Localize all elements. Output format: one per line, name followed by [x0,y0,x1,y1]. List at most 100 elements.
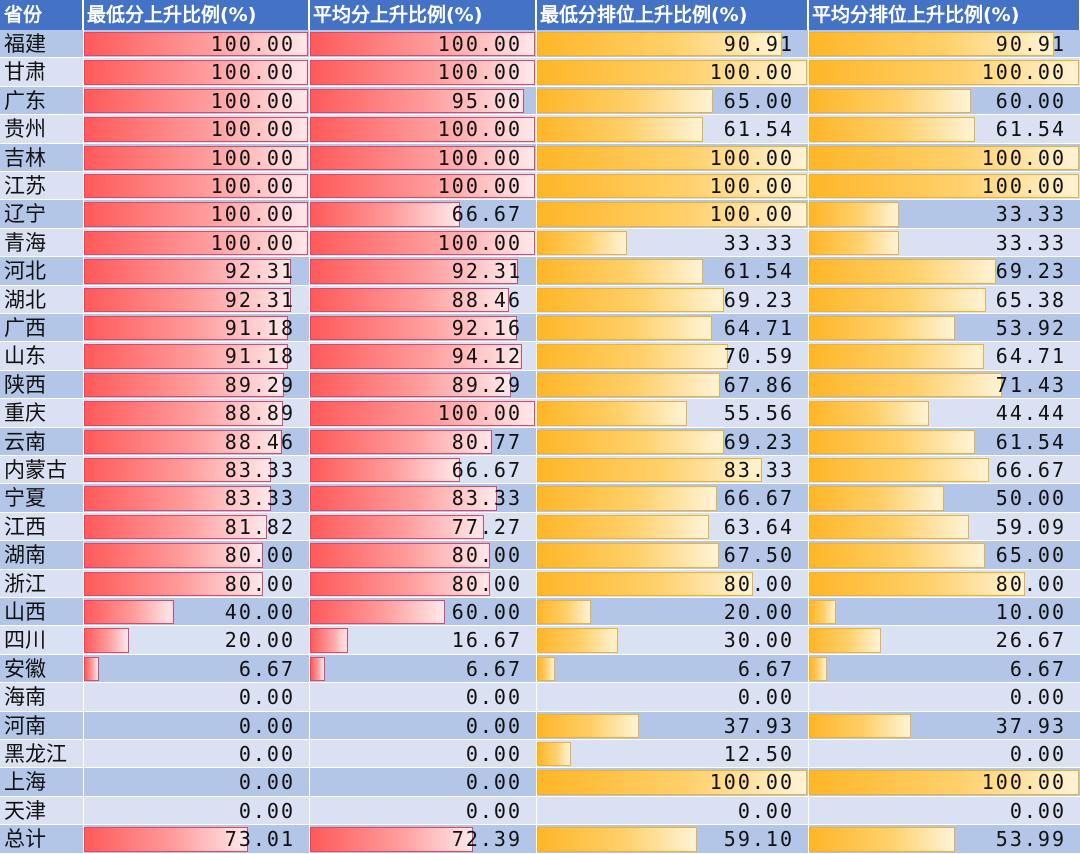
min-rank-cell[interactable]: 90.91 [536,30,808,58]
table-row[interactable]: 广东 100.00 95.00 65.00 60.00 [0,86,1080,116]
min-score-cell[interactable]: 88.89 [83,399,309,427]
table-row[interactable]: 江西 81.82 77.27 63.64 59.09 [0,512,1080,542]
province-cell[interactable]: 江西 [0,513,83,541]
avg-rank-cell[interactable]: 65.00 [808,541,1080,569]
table-row[interactable]: 天津 0.00 0.00 0.00 0.00 [0,796,1080,826]
min-score-cell[interactable]: 40.00 [83,598,309,626]
table-row[interactable]: 湖南 80.00 80.00 67.50 65.00 [0,541,1080,570]
avg-rank-cell[interactable]: 90.91 [808,30,1080,58]
table-row[interactable]: 浙江 80.00 80.00 80.00 80.00 [0,569,1080,598]
avg-score-cell[interactable]: 72.39 [309,825,536,853]
header-avg-score-rise[interactable]: 平均分上升比例(%) [309,0,536,30]
table-row[interactable]: 云南 88.46 80.77 69.23 61.54 [0,427,1080,456]
min-score-cell[interactable]: 88.46 [83,428,309,456]
table-row[interactable]: 内蒙古 83.33 66.67 83.33 66.67 [0,456,1080,485]
min-rank-cell[interactable]: 64.71 [536,314,808,342]
avg-rank-cell[interactable]: 64.71 [808,342,1080,370]
table-row[interactable]: 宁夏 83.33 83.33 66.67 50.00 [0,484,1080,513]
table-row[interactable]: 山西 40.00 60.00 20.00 10.00 [0,598,1080,627]
table-row[interactable]: 黑龙江 0.00 0.00 12.50 0.00 [0,740,1080,769]
avg-score-cell[interactable]: 16.67 [309,626,536,654]
table-row[interactable]: 陕西 89.29 89.29 67.86 71.43 [0,370,1080,400]
avg-score-cell[interactable]: 92.16 [309,314,536,342]
min-score-cell[interactable]: 0.00 [83,740,309,768]
min-score-cell[interactable]: 83.33 [83,484,309,512]
table-row[interactable]: 河南 0.00 0.00 37.93 37.93 [0,711,1080,740]
avg-score-cell[interactable]: 100.00 [309,115,536,143]
table-row[interactable]: 山东 91.18 94.12 70.59 64.71 [0,342,1080,371]
table-row[interactable]: 上海 0.00 0.00 100.00 100.00 [0,768,1080,797]
table-row[interactable]: 甘肃 100.00 100.00 100.00 100.00 [0,58,1080,87]
min-score-cell[interactable]: 100.00 [83,144,309,172]
province-cell[interactable]: 山西 [0,598,83,626]
min-rank-cell[interactable]: 0.00 [536,683,808,711]
min-rank-cell[interactable]: 70.59 [536,342,808,370]
min-rank-cell[interactable]: 63.64 [536,513,808,541]
min-score-cell[interactable]: 20.00 [83,626,309,654]
avg-score-cell[interactable]: 100.00 [309,229,536,257]
avg-rank-cell[interactable]: 26.67 [808,626,1080,654]
min-score-cell[interactable]: 89.29 [83,371,309,399]
avg-score-cell[interactable]: 100.00 [309,144,536,172]
avg-rank-cell[interactable]: 61.54 [808,428,1080,456]
table-row[interactable]: 福建 100.00 100.00 90.91 90.91 [0,30,1080,59]
avg-rank-cell[interactable]: 59.09 [808,513,1080,541]
min-score-cell[interactable]: 92.31 [83,286,309,314]
province-cell[interactable]: 海南 [0,683,83,711]
avg-score-cell[interactable]: 92.31 [309,257,536,285]
min-rank-cell[interactable]: 61.54 [536,115,808,143]
avg-score-cell[interactable]: 100.00 [309,30,536,58]
min-score-cell[interactable]: 100.00 [83,30,309,58]
avg-rank-cell[interactable]: 10.00 [808,598,1080,626]
min-score-cell[interactable]: 81.82 [83,513,309,541]
min-score-cell[interactable]: 73.01 [83,825,309,853]
avg-rank-cell[interactable]: 0.00 [808,740,1080,768]
min-rank-cell[interactable]: 100.00 [536,144,808,172]
province-cell[interactable]: 河南 [0,712,83,740]
avg-score-cell[interactable]: 80.77 [309,428,536,456]
min-rank-cell[interactable]: 59.10 [536,825,808,853]
table-row[interactable]: 贵州 100.00 100.00 61.54 61.54 [0,115,1080,144]
avg-score-cell[interactable]: 0.00 [309,683,536,711]
province-cell[interactable]: 辽宁 [0,200,83,228]
min-rank-cell[interactable]: 55.56 [536,399,808,427]
header-province[interactable]: 省份 [0,0,83,30]
header-avg-rank-rise[interactable]: 平均分排位上升比例(%) [808,0,1080,30]
table-row[interactable]: 吉林 100.00 100.00 100.00 100.00 [0,143,1080,172]
avg-rank-cell[interactable]: 100.00 [808,144,1080,172]
avg-score-cell[interactable]: 6.67 [309,655,536,683]
table-row[interactable]: 海南 0.00 0.00 0.00 0.00 [0,683,1080,712]
min-score-cell[interactable]: 100.00 [83,200,309,228]
province-cell[interactable]: 安徽 [0,655,83,683]
avg-score-cell[interactable]: 100.00 [309,399,536,427]
province-cell[interactable]: 贵州 [0,115,83,143]
province-cell[interactable]: 陕西 [0,371,83,399]
province-cell[interactable]: 青海 [0,229,83,257]
province-cell[interactable]: 山东 [0,342,83,370]
min-score-cell[interactable]: 0.00 [83,797,309,825]
min-score-cell[interactable]: 91.18 [83,314,309,342]
avg-score-cell[interactable]: 60.00 [309,598,536,626]
avg-rank-cell[interactable]: 80.00 [808,570,1080,598]
avg-score-cell[interactable]: 66.67 [309,200,536,228]
avg-rank-cell[interactable]: 0.00 [808,683,1080,711]
avg-rank-cell[interactable]: 71.43 [808,371,1080,399]
avg-rank-cell[interactable]: 50.00 [808,484,1080,512]
min-rank-cell[interactable]: 33.33 [536,229,808,257]
avg-score-cell[interactable]: 89.29 [309,371,536,399]
min-rank-cell[interactable]: 6.67 [536,655,808,683]
min-rank-cell[interactable]: 30.00 [536,626,808,654]
province-cell[interactable]: 黑龙江 [0,740,83,768]
table-row[interactable]: 四川 20.00 16.67 30.00 26.67 [0,626,1080,655]
table-row[interactable]: 湖北 92.31 88.46 69.23 65.38 [0,285,1080,314]
province-cell[interactable]: 内蒙古 [0,456,83,484]
avg-rank-cell[interactable]: 60.00 [808,87,1080,115]
table-row[interactable]: 河北 92.31 92.31 61.54 69.23 [0,257,1080,286]
province-cell[interactable]: 宁夏 [0,484,83,512]
min-rank-cell[interactable]: 67.50 [536,541,808,569]
avg-score-cell[interactable]: 100.00 [309,58,536,86]
min-score-cell[interactable]: 0.00 [83,768,309,796]
table-row[interactable]: 重庆 88.89 100.00 55.56 44.44 [0,399,1080,428]
table-row[interactable]: 辽宁 100.00 66.67 100.00 33.33 [0,200,1080,229]
province-cell[interactable]: 湖北 [0,286,83,314]
